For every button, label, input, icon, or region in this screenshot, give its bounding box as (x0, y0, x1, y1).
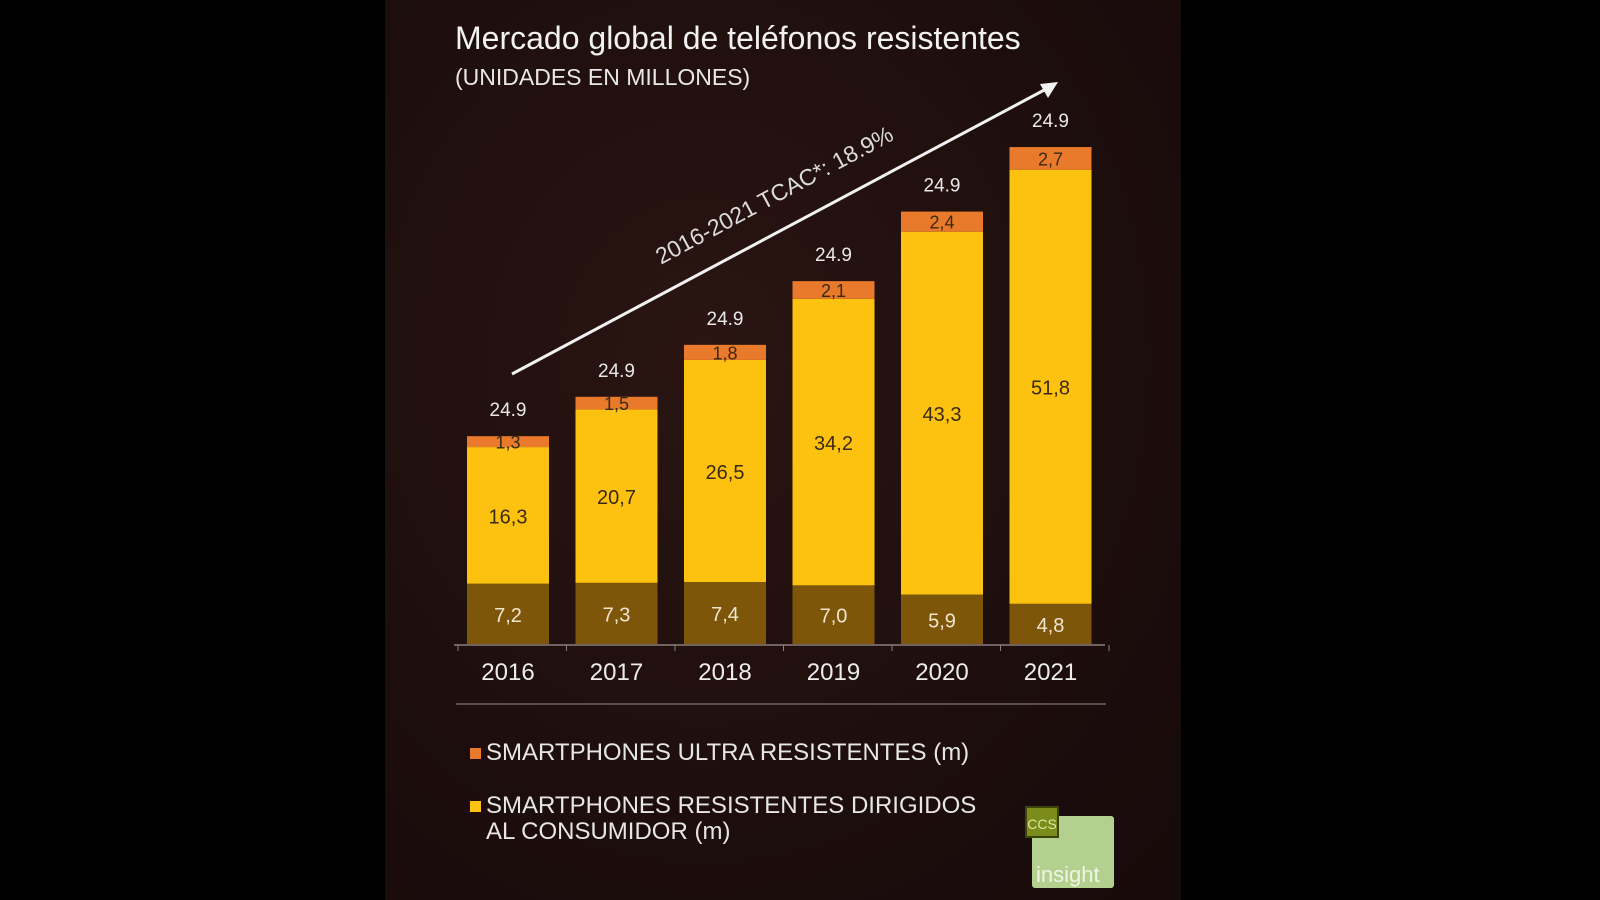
data-label: 2,4 (929, 213, 954, 233)
data-label: 7,2 (494, 605, 522, 627)
bar-segment-2019-1 (792, 298, 875, 586)
data-label: 1,8 (712, 343, 737, 363)
bar-segment-2017-2 (575, 396, 658, 410)
data-label: 26,5 (706, 462, 745, 484)
bar-segment-2020-2 (901, 211, 983, 232)
legend-item-ultra: SMARTPHONES ULTRA RESISTENTES (m) (470, 740, 969, 766)
bar-segment-2016-2 (467, 436, 549, 448)
data-label: 2,7 (1038, 149, 1063, 169)
data-label: 20,7 (597, 487, 636, 509)
data-label: 7,0 (820, 606, 848, 628)
x-tick-label: 2021 (1024, 659, 1077, 686)
legend-label: SMARTPHONES ULTRA RESISTENTES (m) (486, 739, 970, 766)
data-label: 34,2 (814, 433, 853, 455)
bar-segment-2021-2 (1009, 147, 1092, 170)
x-tick-label: 2016 (481, 659, 534, 686)
bar-segment-2021-1 (1009, 169, 1092, 604)
chart-title: Mercado global de teléfonos resistentes (455, 20, 1021, 56)
total-label: 24.9 (707, 309, 744, 330)
legend-swatch-yellow (470, 801, 481, 812)
data-label: 7,4 (711, 604, 739, 626)
data-label: 1,5 (604, 394, 629, 414)
bar-segment-2020-0 (901, 594, 983, 644)
chart-subtitle: (UNIDADES EN MILLONES) (455, 64, 751, 90)
trend-arrow-line (511, 86, 1049, 376)
bar-segment-2016-0 (467, 583, 549, 644)
x-tick-label: 2019 (807, 659, 860, 686)
total-label: 24.9 (815, 245, 852, 266)
data-label: 43,3 (923, 404, 962, 426)
data-label: 4,8 (1037, 615, 1065, 637)
bar-segment-2018-1 (684, 359, 766, 582)
data-label: 5,9 (928, 610, 956, 632)
bar-segment-2021-0 (1009, 603, 1092, 644)
total-label: 24.9 (1032, 111, 1069, 132)
bar-segment-2018-0 (684, 581, 766, 644)
legend-swatch-orange (470, 748, 481, 759)
total-label: 24.9 (924, 176, 961, 197)
legend-label: SMARTPHONES RESISTENTES DIRIGIDOS AL CON… (486, 792, 977, 845)
bar-segment-2019-2 (792, 281, 875, 299)
logo-insight-text: insight (1036, 862, 1100, 887)
data-label: 7,3 (603, 604, 631, 626)
bar-segment-2017-0 (575, 582, 658, 644)
cagr-annotation: 2016-2021 TCAC*: 18.9% (651, 121, 897, 269)
bar-segment-2020-1 (901, 231, 983, 595)
x-tick-label: 2017 (590, 659, 643, 686)
x-tick-label: 2020 (915, 659, 968, 686)
bar-segment-2016-1 (467, 447, 549, 584)
total-label: 24.9 (490, 400, 527, 421)
bar-segment-2017-1 (575, 409, 658, 583)
bar-segment-2019-0 (792, 585, 875, 644)
data-label: 2,1 (821, 281, 846, 301)
trend-arrow-head (1040, 82, 1058, 98)
total-label: 24.9 (598, 361, 635, 382)
x-tick-label: 2018 (698, 659, 751, 686)
legend-item-consumer: SMARTPHONES RESISTENTES DIRIGIDOS AL CON… (470, 793, 1010, 845)
logo-ccs-text: CCS (1025, 806, 1059, 838)
data-label: 1,3 (495, 433, 520, 453)
bar-segment-2018-2 (684, 344, 766, 360)
data-label: 16,3 (489, 506, 528, 528)
data-label: 51,8 (1031, 378, 1070, 400)
